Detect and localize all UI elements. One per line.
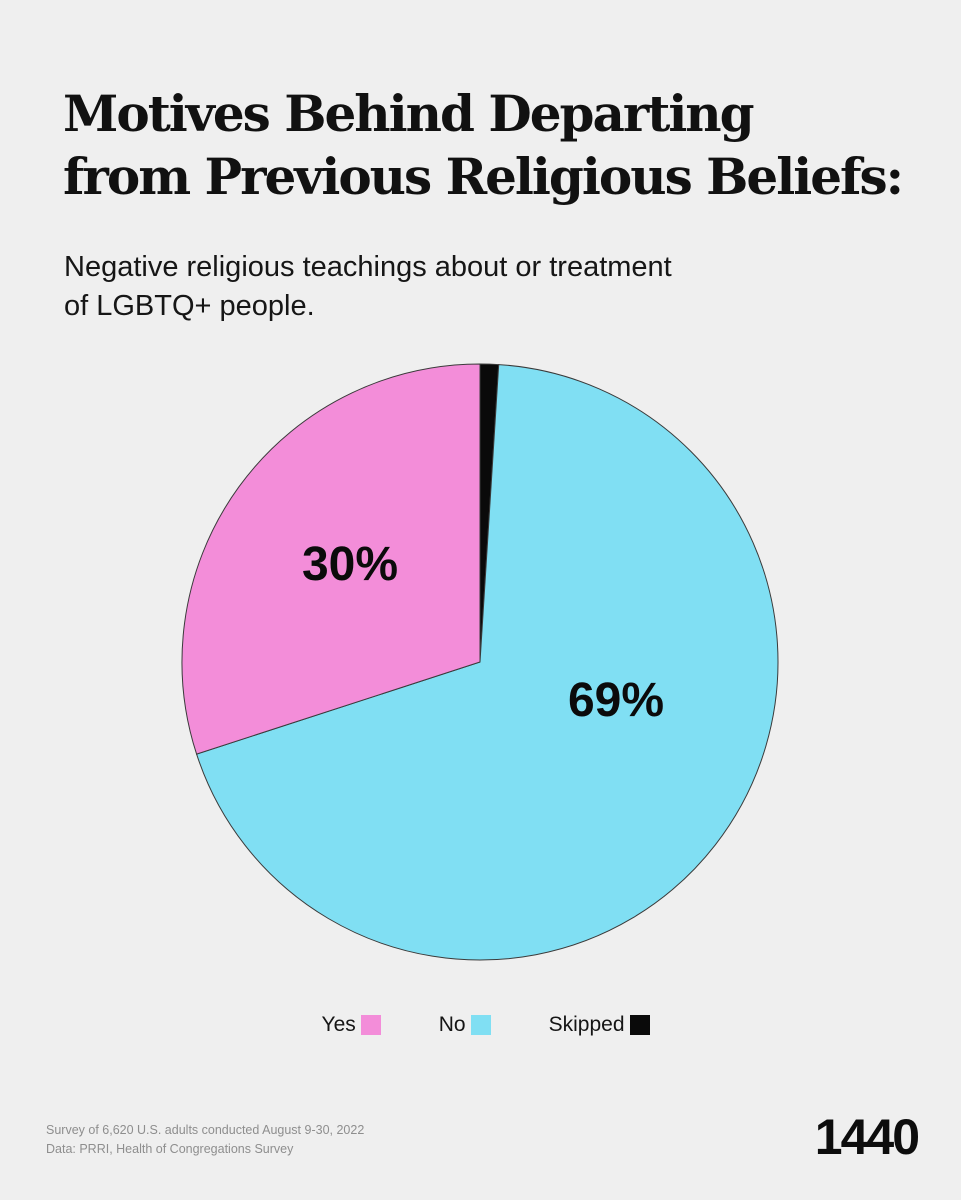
brand-logo: 1440 bbox=[814, 1109, 920, 1165]
pie-slice-yes bbox=[181, 363, 481, 755]
source-footnote: Survey of 6,620 U.S. adults conducted Au… bbox=[46, 1121, 364, 1159]
pie-slices bbox=[181, 363, 779, 961]
pie-chart: 69% 30% bbox=[181, 363, 779, 961]
pie-slice-no bbox=[195, 364, 779, 961]
chart-title-line-2: from Previous Religious Beliefs: bbox=[63, 147, 904, 206]
legend-swatch-yes bbox=[360, 1015, 381, 1035]
legend-label-skipped: Skipped bbox=[548, 1013, 625, 1036]
legend-item-no: No bbox=[429, 1013, 491, 1037]
legend-item-yes: Yes bbox=[311, 1013, 381, 1037]
chart-subtitle-line-2: of LGBTQ+ people. bbox=[64, 290, 315, 322]
chart-subtitle-line-1: Negative religious teachings about or tr… bbox=[64, 251, 672, 283]
pie-label-no: 69% bbox=[568, 674, 664, 727]
legend-label-yes: Yes bbox=[321, 1013, 356, 1036]
legend-swatch-skipped bbox=[629, 1015, 650, 1035]
footnote-survey-line: Survey of 6,620 U.S. adults conducted Au… bbox=[46, 1123, 365, 1137]
chart-title: Motives Behind Departing from Previous R… bbox=[63, 82, 923, 208]
legend-swatch-no bbox=[470, 1015, 491, 1035]
chart-title-line-1: Motives Behind Departing bbox=[63, 84, 755, 143]
footnote-data-line: Data: PRRI, Health of Congregations Surv… bbox=[46, 1142, 294, 1156]
legend-item-skipped: Skipped bbox=[539, 1013, 650, 1037]
pie-labels: 69% 30% bbox=[302, 538, 664, 727]
chart-subtitle: Negative religious teachings about or tr… bbox=[64, 248, 784, 326]
pie-label-yes: 30% bbox=[302, 538, 398, 591]
legend-label-no: No bbox=[438, 1013, 466, 1036]
chart-legend: Yes No Skipped bbox=[0, 1013, 961, 1037]
